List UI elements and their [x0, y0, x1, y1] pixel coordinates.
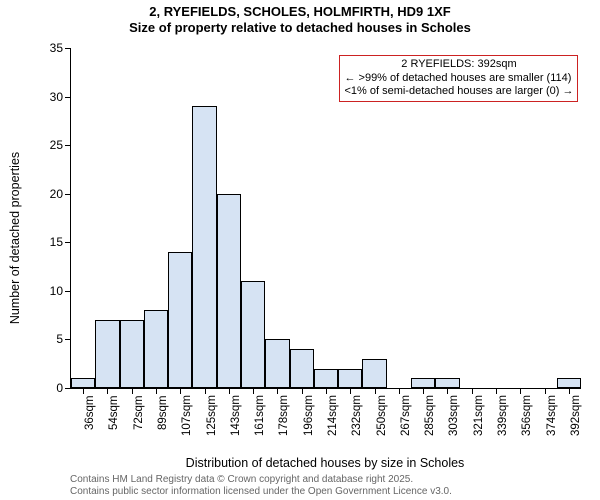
x-tick — [472, 388, 473, 394]
x-tick — [253, 388, 254, 394]
x-tick-label: 374sqm — [546, 395, 558, 436]
chart-title: 2, RYEFIELDS, SCHOLES, HOLMFIRTH, HD9 1X… — [0, 0, 600, 37]
y-tick — [65, 291, 71, 292]
annotation-title: 2 RYEFIELDS: 392sqm — [344, 58, 573, 72]
x-tick-label: 36sqm — [84, 395, 96, 430]
x-tick-label: 321sqm — [473, 395, 485, 436]
y-tick-label: 15 — [33, 235, 63, 249]
x-tick-label: 267sqm — [400, 395, 412, 436]
plot-area-wrapper: 0510152025303536sqm54sqm72sqm89sqm107sqm… — [70, 48, 580, 428]
y-tick — [65, 97, 71, 98]
x-tick-label: 285sqm — [424, 395, 436, 436]
histogram-bar — [192, 106, 216, 388]
x-tick-label: 143sqm — [230, 395, 242, 436]
y-tick — [65, 339, 71, 340]
x-tick-label: 161sqm — [254, 395, 266, 436]
x-tick — [545, 388, 546, 394]
histogram-bar — [362, 359, 386, 388]
histogram-bar — [557, 378, 581, 388]
y-tick — [65, 242, 71, 243]
y-tick-label: 30 — [33, 90, 63, 104]
x-tick — [277, 388, 278, 394]
x-tick — [156, 388, 157, 394]
x-tick — [107, 388, 108, 394]
y-tick-label: 10 — [33, 284, 63, 298]
x-tick-label: 54sqm — [108, 395, 120, 430]
histogram-bar — [120, 320, 144, 388]
histogram-bar — [95, 320, 119, 388]
x-tick — [132, 388, 133, 394]
x-tick — [569, 388, 570, 394]
footer-line1: Contains HM Land Registry data © Crown c… — [70, 474, 452, 486]
histogram-bar — [144, 310, 168, 388]
y-tick-label: 20 — [33, 187, 63, 201]
x-tick-label: 107sqm — [181, 395, 193, 436]
y-tick — [65, 194, 71, 195]
y-tick-label: 0 — [33, 381, 63, 395]
y-tick-label: 35 — [33, 41, 63, 55]
x-tick — [302, 388, 303, 394]
x-tick — [520, 388, 521, 394]
x-tick — [447, 388, 448, 394]
chart-title-line1: 2, RYEFIELDS, SCHOLES, HOLMFIRTH, HD9 1X… — [0, 4, 600, 20]
x-tick — [205, 388, 206, 394]
y-tick — [65, 48, 71, 49]
plot-area: 0510152025303536sqm54sqm72sqm89sqm107sqm… — [70, 48, 581, 389]
x-tick-label: 178sqm — [278, 395, 290, 436]
x-tick-label: 232sqm — [351, 395, 363, 436]
x-tick — [83, 388, 84, 394]
annotation-larger-line: <1% of semi-detached houses are larger (… — [344, 85, 573, 99]
histogram-bar — [314, 369, 338, 388]
x-tick — [229, 388, 230, 394]
x-tick — [180, 388, 181, 394]
x-tick-label: 303sqm — [448, 395, 460, 436]
x-tick — [399, 388, 400, 394]
histogram-bar — [168, 252, 192, 388]
histogram-bar — [338, 369, 362, 388]
y-tick-label: 25 — [33, 138, 63, 152]
histogram-bar — [411, 378, 435, 388]
x-tick — [375, 388, 376, 394]
histogram-bar — [290, 349, 314, 388]
y-axis-label: Number of detached properties — [8, 48, 22, 428]
annotation-box: 2 RYEFIELDS: 392sqm← >99% of detached ho… — [339, 55, 578, 102]
annotation-smaller-line: ← >99% of detached houses are smaller (1… — [344, 72, 573, 86]
x-tick — [350, 388, 351, 394]
x-tick — [423, 388, 424, 394]
x-tick-label: 72sqm — [133, 395, 145, 430]
x-tick-label: 392sqm — [570, 395, 582, 436]
x-tick-label: 356sqm — [521, 395, 533, 436]
x-tick-label: 196sqm — [303, 395, 315, 436]
y-tick — [65, 145, 71, 146]
x-axis-label: Distribution of detached houses by size … — [70, 456, 580, 470]
chart-title-line2: Size of property relative to detached ho… — [0, 20, 600, 36]
histogram-bar — [241, 281, 265, 388]
x-tick-label: 214sqm — [327, 395, 339, 436]
chart-container: 2, RYEFIELDS, SCHOLES, HOLMFIRTH, HD9 1X… — [0, 0, 600, 500]
histogram-bar — [265, 339, 289, 388]
footer-line2: Contains public sector information licen… — [70, 486, 452, 498]
histogram-bar — [435, 378, 459, 388]
x-tick-label: 125sqm — [206, 395, 218, 436]
footer-attribution: Contains HM Land Registry data © Crown c… — [70, 474, 452, 498]
x-tick-label: 250sqm — [376, 395, 388, 436]
x-tick-label: 339sqm — [497, 395, 509, 436]
x-tick — [496, 388, 497, 394]
x-tick — [326, 388, 327, 394]
x-tick-label: 89sqm — [157, 395, 169, 430]
histogram-bar — [71, 378, 95, 388]
y-tick-label: 5 — [33, 332, 63, 346]
y-tick — [65, 388, 71, 389]
histogram-bar — [217, 194, 241, 388]
